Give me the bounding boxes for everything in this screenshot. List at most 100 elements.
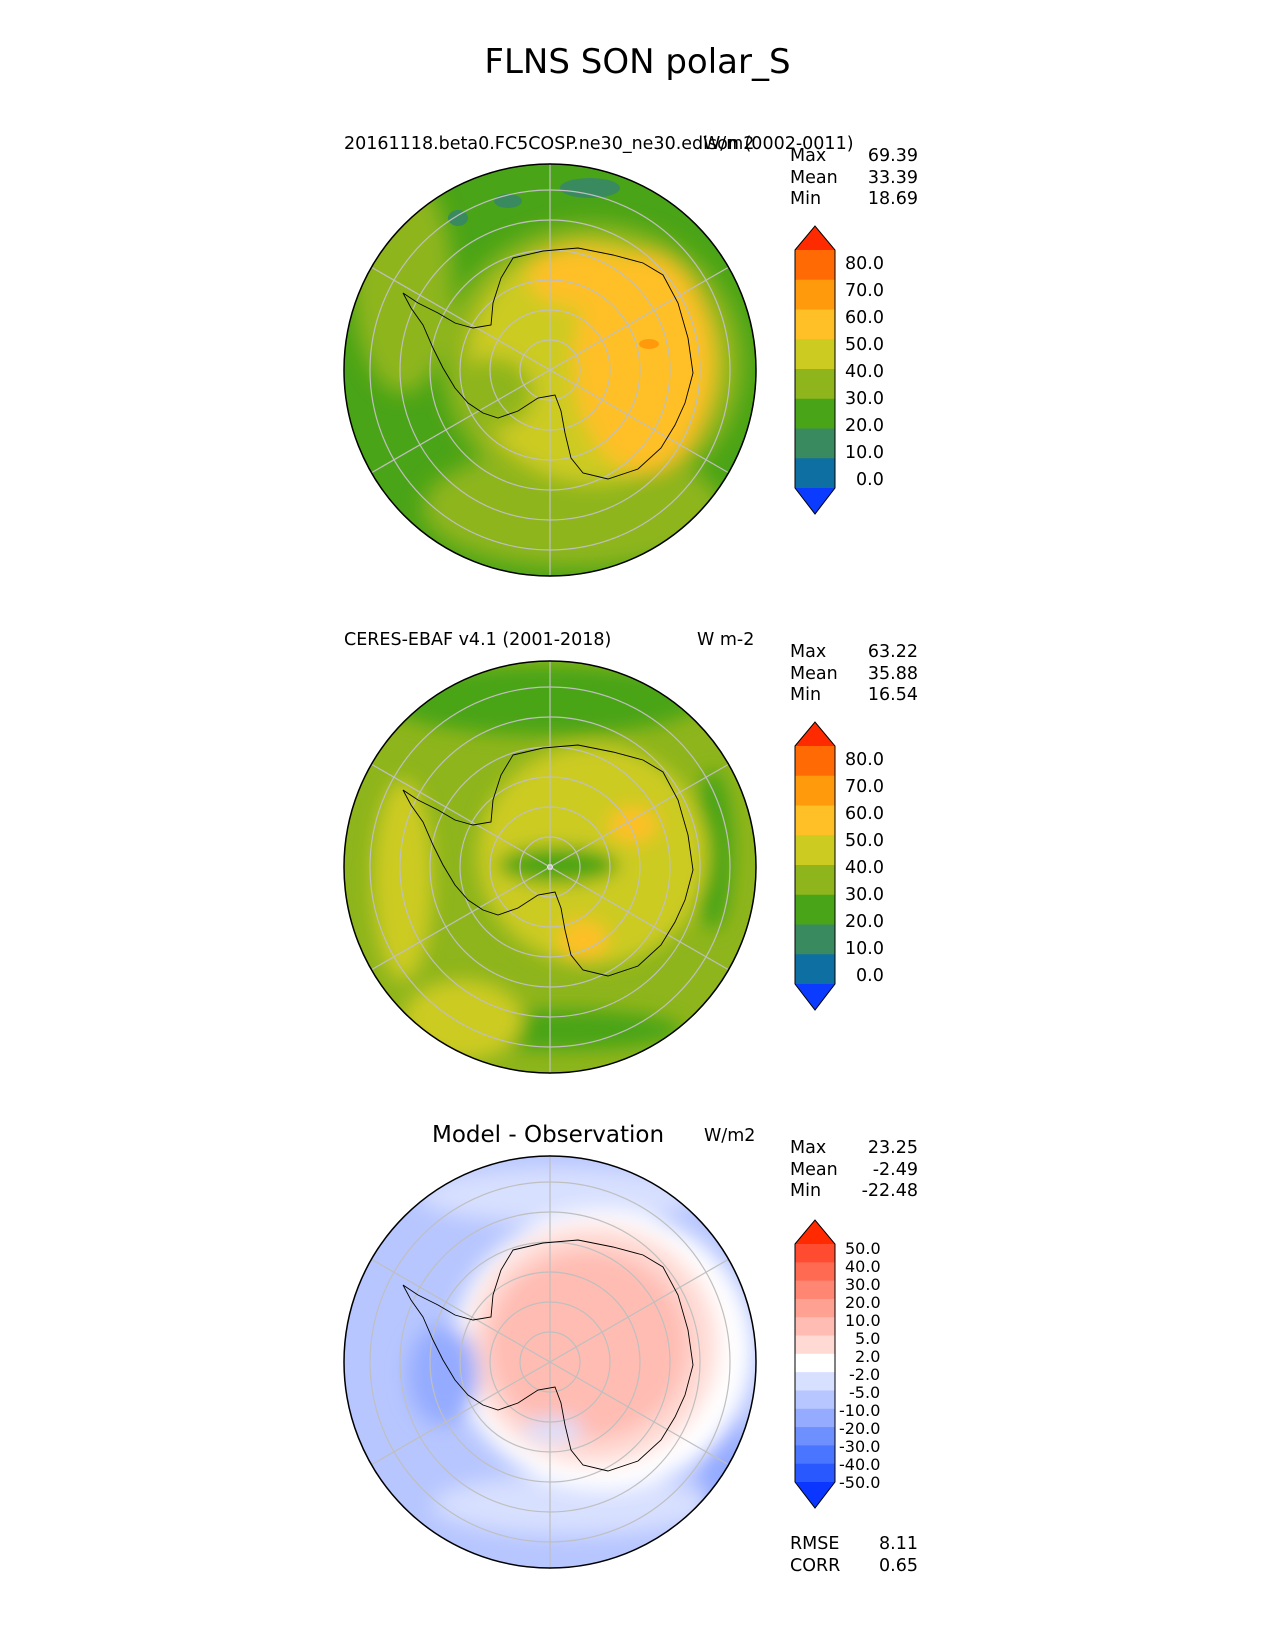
metric-label-corr: CORR [790, 1555, 841, 1576]
cb3-tick: 2.0 [855, 1347, 881, 1366]
cb1-tick: 70.0 [845, 281, 884, 301]
cb3-tick: -20.0 [839, 1419, 881, 1438]
cb3-tick: 30.0 [845, 1275, 881, 1294]
panel2-coastline [402, 744, 694, 977]
cb1-swatch [795, 309, 835, 340]
cb2-swatch [795, 835, 835, 866]
cb3-swatch [795, 1262, 835, 1282]
panel1-polar-map [343, 163, 757, 577]
cb2-outline [794, 721, 836, 1011]
cb1-swatch [795, 458, 835, 489]
cb1-tick: 50.0 [845, 335, 884, 355]
stat-label-mean: Mean [790, 1159, 838, 1180]
stat-label-mean: Mean [790, 167, 838, 188]
stat-value-min: -22.48 [861, 1181, 918, 1201]
cb3-swatch [795, 1280, 835, 1300]
cb3-swatch [795, 1244, 835, 1263]
cb1-swatch [795, 339, 835, 370]
cb3-swatch [795, 1372, 835, 1391]
cb3-tick: 10.0 [845, 1311, 881, 1330]
cb1-swatch [795, 279, 835, 310]
cb2-swatch [795, 722, 835, 746]
cb2-swatch [795, 924, 835, 955]
cb1-tick: 0.0 [856, 470, 884, 490]
cb3-tick: -40.0 [839, 1455, 881, 1474]
cb3-swatch [795, 1353, 835, 1373]
cb2-tick: 70.0 [845, 777, 884, 797]
stat-label-mean: Mean [790, 663, 838, 684]
stat-value-max: 23.25 [867, 1138, 918, 1158]
stat-value-min: 18.69 [867, 189, 918, 209]
cb2-tick: 20.0 [845, 912, 884, 932]
cb2-tick: 60.0 [845, 804, 884, 824]
cb1-tick: 80.0 [845, 254, 884, 274]
panel3-units: W/m2 [704, 1126, 756, 1146]
cb1-swatch [795, 428, 835, 459]
stat-label-min: Min [790, 189, 822, 209]
stat-label-max: Max [790, 642, 827, 662]
cb3-tick: 40.0 [845, 1257, 881, 1276]
cb1-outline [794, 225, 836, 515]
stat-label-min: Min [790, 1181, 822, 1201]
panel1-units: W/m2 [703, 134, 755, 154]
cb3-swatch [795, 1390, 835, 1410]
cb2-swatch [795, 805, 835, 836]
metric-value-rmse: 8.11 [879, 1534, 918, 1554]
cb3-swatch [795, 1220, 835, 1244]
figure-title: FLNS SON polar_S [484, 42, 791, 82]
panel2-colorbar [794, 721, 836, 1011]
panel3-title: Model - Observation [432, 1122, 665, 1148]
stat-label-max: Max [790, 146, 827, 166]
cb3-tick: -5.0 [849, 1383, 881, 1402]
cb1-swatch [795, 488, 835, 514]
stat-value-mean: 35.88 [867, 663, 918, 684]
cb1-swatch [795, 250, 835, 281]
cb3-swatch [795, 1445, 835, 1465]
cb2-swatch [795, 894, 835, 925]
cb3-swatch [795, 1482, 835, 1508]
panel1-stats: Max Mean Min [790, 146, 838, 211]
cb3-tick: -30.0 [839, 1437, 881, 1456]
cb1-tick: 10.0 [845, 443, 884, 463]
cb3-swatch [795, 1317, 835, 1337]
panel2-polar-map [343, 660, 757, 1074]
panel2-title: CERES-EBAF v4.1 (2001-2018) [344, 630, 612, 650]
cb3-swatch [795, 1408, 835, 1428]
cb1-tick: 40.0 [845, 362, 884, 382]
metric-value-corr: 0.65 [879, 1555, 918, 1576]
panel2-stats: Max Mean Min [790, 642, 838, 707]
cb3-swatch [795, 1463, 835, 1483]
panel1-title: 20161118.beta0.FC5COSP.ne30_ne30.edison … [344, 134, 854, 154]
stat-value-max: 69.39 [867, 146, 918, 166]
cb2-swatch [795, 746, 835, 777]
panel1-colorbar [794, 225, 836, 515]
stat-value-min: 16.54 [867, 685, 918, 705]
panel1-stat-values: 69.39 33.39 18.69 [808, 146, 918, 211]
cb3-tick: -10.0 [839, 1401, 881, 1420]
panel3-metrics: RMSE CORR [790, 1534, 840, 1577]
stat-value-max: 63.22 [867, 642, 918, 662]
stat-label-min: Min [790, 685, 822, 705]
cb2-tick: 10.0 [845, 939, 884, 959]
panel2-stat-values: 63.22 35.88 16.54 [808, 642, 918, 707]
cb3-tick: 5.0 [855, 1329, 881, 1348]
panel3-colorbar [794, 1219, 836, 1509]
cb1-tick: 60.0 [845, 308, 884, 328]
cb3-tick: -50.0 [839, 1473, 881, 1492]
cb3-swatch [795, 1335, 835, 1355]
cb1-swatch [795, 369, 835, 400]
cb3-tick: 50.0 [845, 1239, 881, 1258]
panel3-coastline [402, 1239, 694, 1472]
cb1-tick: 20.0 [845, 416, 884, 436]
stat-label-max: Max [790, 1138, 827, 1158]
cb2-tick: 80.0 [845, 750, 884, 770]
cb3-tick: 20.0 [845, 1293, 881, 1312]
panel3-stats: Max Mean Min [790, 1138, 838, 1203]
cb2-tick: 30.0 [845, 885, 884, 905]
cb2-tick: 40.0 [845, 858, 884, 878]
cb3-tick: -2.0 [849, 1365, 881, 1384]
cb2-tick: 50.0 [845, 831, 884, 851]
cb1-swatch [795, 398, 835, 429]
panel3-polar-map [343, 1155, 757, 1569]
cb2-tick: 0.0 [856, 966, 884, 986]
